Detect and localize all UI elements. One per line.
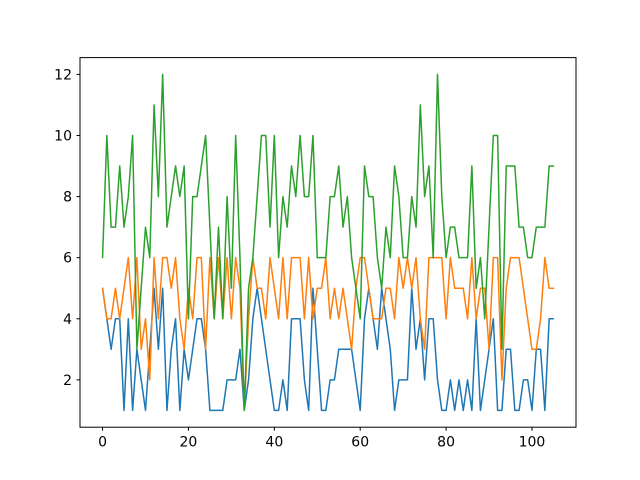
x-tick-label: 60 bbox=[351, 435, 369, 451]
y-tick-label: 6 bbox=[63, 251, 72, 267]
series-2-orange-line bbox=[101, 256, 555, 412]
series-1-blue-line bbox=[101, 287, 555, 412]
y-tick-label: 10 bbox=[54, 128, 72, 144]
tick-layer: 0 20 40 60 80 100 2 4 6 8 10 12 bbox=[54, 67, 545, 450]
x-tick-label: 0 bbox=[98, 435, 107, 451]
y-tick-label: 2 bbox=[63, 373, 72, 389]
series-layer bbox=[101, 73, 555, 412]
axes-layer bbox=[79, 57, 577, 428]
y-tick-label: 12 bbox=[54, 67, 72, 83]
x-tick-label: 80 bbox=[437, 435, 455, 451]
y-tick-label: 8 bbox=[63, 190, 72, 206]
series-3-green-line bbox=[101, 73, 555, 412]
x-tick-label: 40 bbox=[265, 435, 283, 451]
x-tick-label: 20 bbox=[180, 435, 198, 451]
y-tick-label: 4 bbox=[63, 312, 72, 328]
plot-area bbox=[79, 57, 577, 428]
x-tick-label: 100 bbox=[519, 435, 546, 451]
